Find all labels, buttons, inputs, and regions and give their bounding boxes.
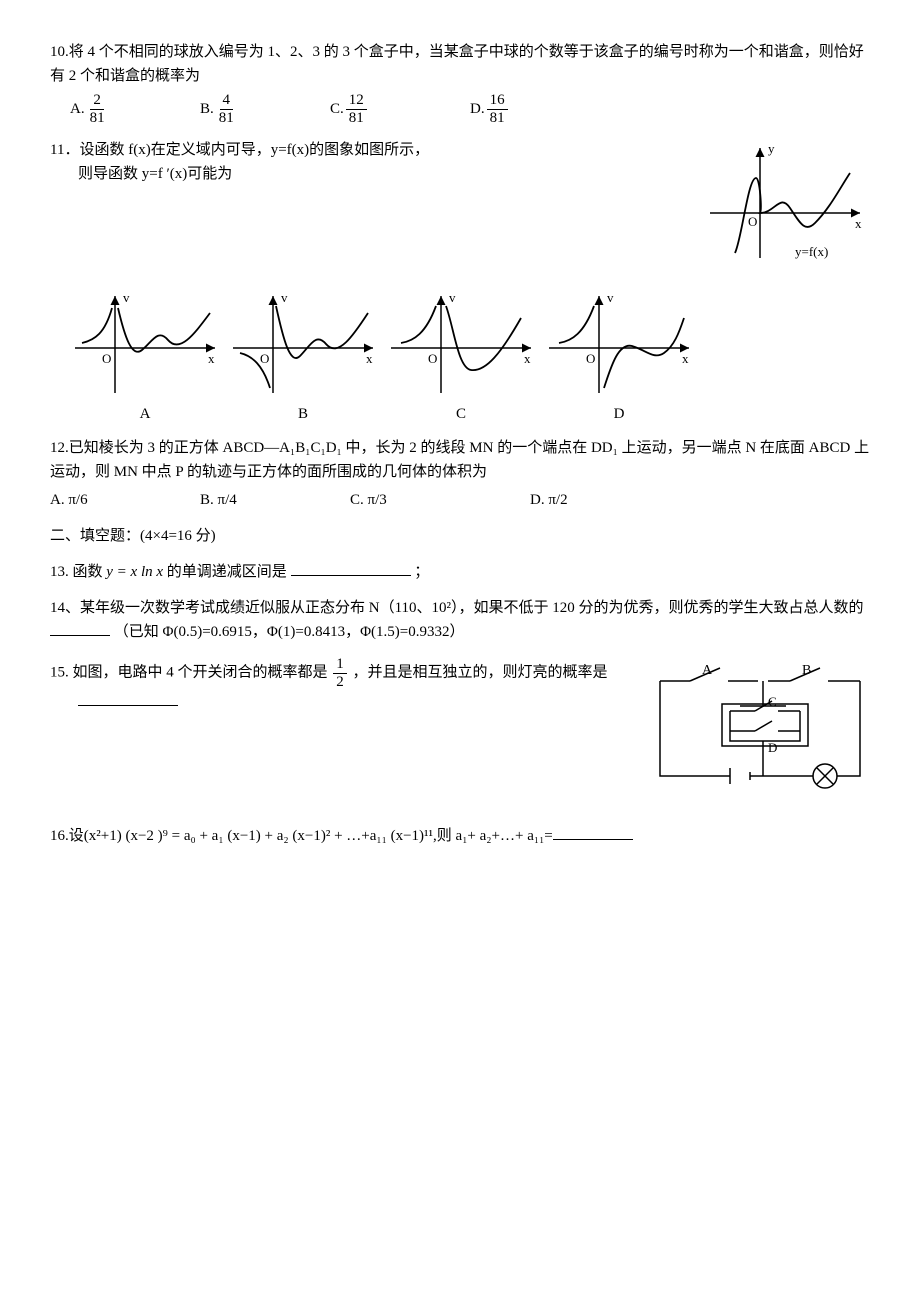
q14-given: （已知 Φ(0.5)=0.6915，Φ(1)=0.8413，Φ(1.5)=0.9… <box>114 624 465 640</box>
q10-stem: 将 4 个不相同的球放入编号为 1、2、3 的 3 个盒子中，当某盒子中球的个数… <box>50 44 864 84</box>
q12-options: A. π/6 B. π/4 C. π/3 D. π/2 <box>50 488 870 512</box>
q11-number: 11． <box>50 142 79 158</box>
svg-text:y: y <box>768 141 775 156</box>
svg-text:O: O <box>428 351 437 366</box>
q11-stem2: 则导函数 y=f ′(x)可能为 <box>50 162 680 186</box>
question-12: 12.已知棱长为 3 的正方体 ABCD—A₁B₁C₁D₁ 中，长为 2 的线段… <box>50 436 870 512</box>
svg-text:v: v <box>123 290 130 305</box>
fraction: 12 <box>333 656 347 690</box>
svg-text:x: x <box>682 351 689 366</box>
blank-line <box>291 560 411 576</box>
q13-number: 13. <box>50 564 69 580</box>
fraction: 281 <box>87 92 108 126</box>
svg-text:D: D <box>768 740 777 755</box>
svg-text:v: v <box>607 290 614 305</box>
q12-opt-b: B. π/4 <box>200 488 350 512</box>
q15-before: 如图，电路中 4 个开关闭合的概率都是 <box>73 664 332 680</box>
q15-after: ，并且是相互独立的，则灯亮的概率是 <box>353 664 608 680</box>
svg-text:O: O <box>260 351 269 366</box>
q13-before: 函数 <box>73 564 107 580</box>
q12-opt-d: D. π/2 <box>530 488 650 512</box>
q16-stem: 设(x²+1) (x−2 )⁹ = a₀ + a₁ (x−1) + a₂ (x−… <box>69 828 553 844</box>
q12-stem: 已知棱长为 3 的正方体 ABCD—A₁B₁C₁D₁ 中，长为 2 的线段 MN… <box>50 440 869 480</box>
q12-opt-c: C. π/3 <box>350 488 530 512</box>
q12-number: 12. <box>50 440 69 456</box>
q11-graph-d: O x v <box>544 288 694 398</box>
svg-text:x: x <box>855 216 862 231</box>
svg-text:x: x <box>208 351 215 366</box>
q11-reference-graph: O x y y=f(x) <box>700 138 870 276</box>
question-10: 10.将 4 个不相同的球放入编号为 1、2、3 的 3 个盒子中，当某盒子中球… <box>50 40 870 126</box>
svg-text:y=f(x): y=f(x) <box>795 244 828 259</box>
svg-text:C: C <box>768 694 777 709</box>
q10-number: 10. <box>50 44 69 60</box>
section-2-header: 二、填空题：(4×4=16 分) <box>50 524 870 548</box>
q11-label-a: A <box>70 402 220 426</box>
fraction: 1281 <box>346 92 367 126</box>
svg-text:A: A <box>702 663 713 678</box>
blank-line <box>553 824 633 840</box>
svg-text:x: x <box>366 351 373 366</box>
q11-label-d: D <box>544 402 694 426</box>
q16-number: 16. <box>50 828 69 844</box>
blank-line <box>78 690 178 706</box>
svg-text:x: x <box>524 351 531 366</box>
fraction: 1681 <box>487 92 508 126</box>
svg-text:B: B <box>802 663 811 678</box>
q10-opt-c: C. 1281 <box>330 92 470 126</box>
question-15: 15. 如图，电路中 4 个开关闭合的概率都是 12 ，并且是相互独立的，则灯亮… <box>50 656 870 804</box>
fraction: 481 <box>216 92 237 126</box>
q11-label-b: B <box>228 402 378 426</box>
q13-formula: y = x ln x <box>106 564 163 580</box>
q11-graph-a: O x v <box>70 288 220 398</box>
q13-tail: ； <box>414 564 429 580</box>
q10-opt-a: A. 281 <box>70 92 200 126</box>
svg-text:v: v <box>281 290 288 305</box>
q11-stem1: 设函数 f(x)在定义域内可导，y=f(x)的图象如图所示， <box>79 142 429 158</box>
q11-graph-labels: A B C D <box>70 402 870 426</box>
q10-opt-b: B. 481 <box>200 92 330 126</box>
question-16: 16.设(x²+1) (x−2 )⁹ = a₀ + a₁ (x−1) + a₂ … <box>50 824 870 848</box>
svg-text:v: v <box>449 290 456 305</box>
q13-after: 的单调递减区间是 <box>167 564 287 580</box>
q11-graph-b: O x v <box>228 288 378 398</box>
q10-options: A. 281 B. 481 C. 1281 D. 1681 <box>70 92 870 126</box>
question-13: 13. 函数 y = x ln x 的单调递减区间是 ； <box>50 560 870 584</box>
q14-stem: 某年级一次数学考试成绩近似服从正态分布 N（110、10²），如果不低于 120… <box>80 600 864 616</box>
svg-text:O: O <box>586 351 595 366</box>
q11-graph-c: O x v <box>386 288 536 398</box>
question-11: 11．设函数 f(x)在定义域内可导，y=f(x)的图象如图所示， 则导函数 y… <box>50 138 870 276</box>
q14-number: 14、 <box>50 600 80 616</box>
q10-opt-d: D. 1681 <box>470 92 590 126</box>
blank-line <box>50 620 110 636</box>
q15-number: 15. <box>50 664 69 680</box>
q11-option-graphs: O x v O x v O x v O x v <box>70 288 870 398</box>
q12-opt-a: A. π/6 <box>50 488 200 512</box>
q11-label-c: C <box>386 402 536 426</box>
svg-text:O: O <box>748 214 757 229</box>
question-14: 14、某年级一次数学考试成绩近似服从正态分布 N（110、10²），如果不低于 … <box>50 596 870 644</box>
q15-circuit-diagram: A B C D <box>650 656 870 804</box>
svg-text:O: O <box>102 351 111 366</box>
